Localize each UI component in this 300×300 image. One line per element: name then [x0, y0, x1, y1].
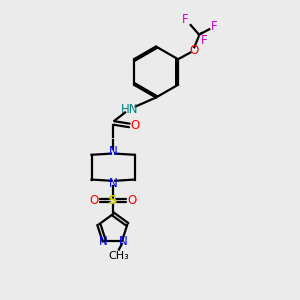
- Text: N: N: [119, 235, 128, 248]
- Text: N: N: [109, 177, 118, 190]
- Text: N: N: [109, 145, 118, 158]
- Text: F: F: [182, 13, 189, 26]
- Text: F: F: [201, 34, 208, 47]
- Text: HN: HN: [121, 103, 138, 116]
- Text: O: O: [130, 119, 139, 132]
- Text: F: F: [212, 20, 218, 33]
- Text: N: N: [98, 235, 107, 248]
- Text: CH₃: CH₃: [108, 250, 129, 261]
- Text: O: O: [128, 194, 137, 207]
- Text: O: O: [189, 44, 198, 57]
- Text: O: O: [89, 194, 98, 207]
- Text: S: S: [108, 194, 118, 207]
